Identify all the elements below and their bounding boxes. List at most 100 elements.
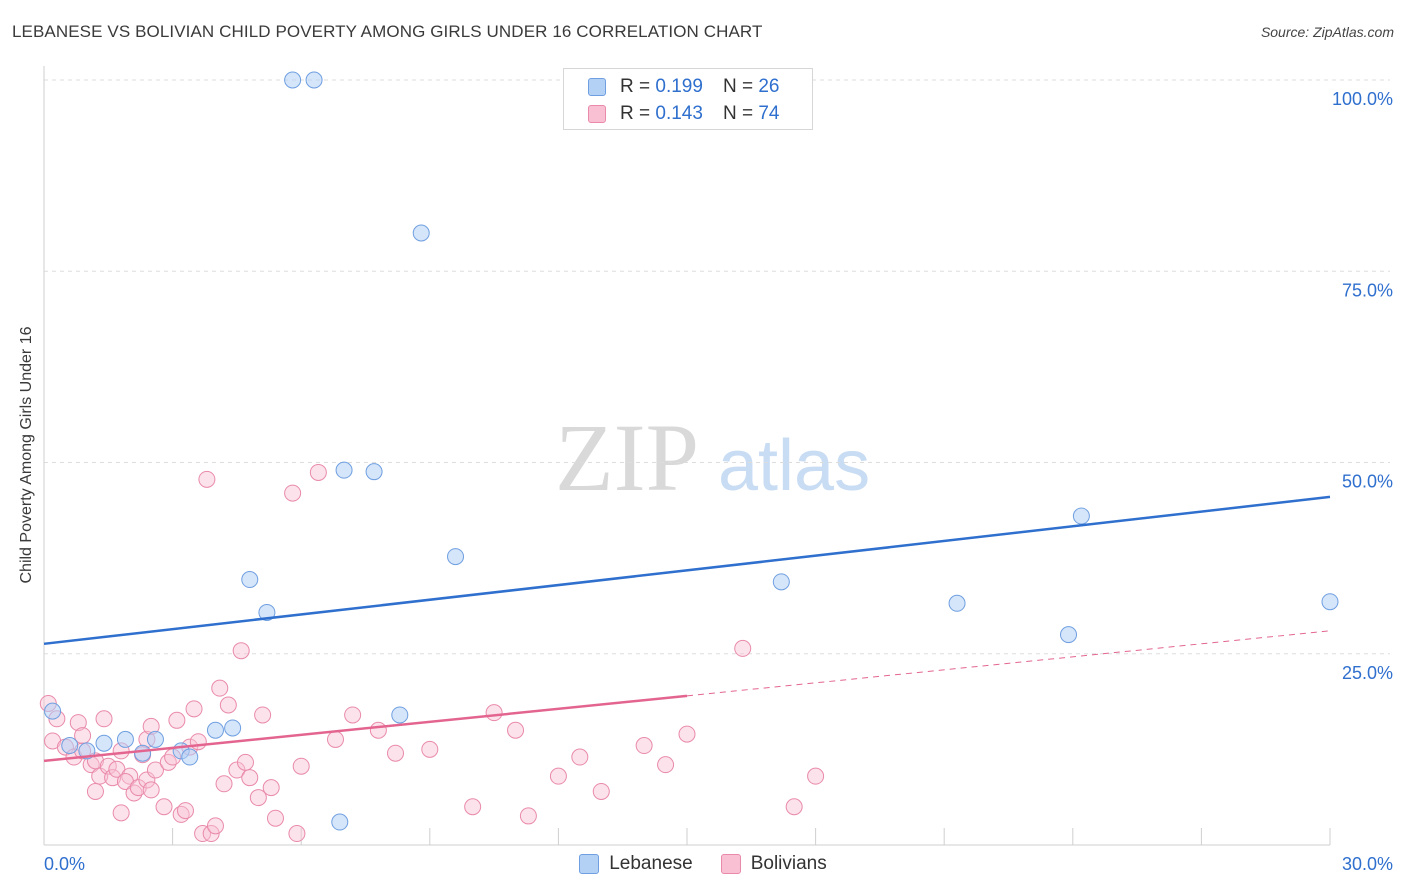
bolivian-swatch <box>588 105 606 123</box>
bolivian-point <box>142 781 160 799</box>
bolivian-point <box>112 804 130 822</box>
bolivian-point <box>206 817 224 835</box>
bolivian-point <box>635 737 653 755</box>
bolivian-point <box>309 463 327 481</box>
lebanese-trendline <box>43 495 1331 646</box>
legend-label-lebanese: Lebanese <box>609 853 693 874</box>
lebanese-point <box>181 748 199 766</box>
lebanese-point <box>146 730 164 748</box>
lebanese-point <box>331 813 349 831</box>
bolivian-point <box>219 696 237 714</box>
bolivian-point <box>194 825 212 843</box>
bolivian-point <box>215 775 233 793</box>
x-tick-label: 0.0% <box>44 854 85 874</box>
lebanese-point <box>224 719 242 737</box>
bolivian-point <box>168 711 186 729</box>
series-legend: Lebanese Bolivians <box>0 850 1406 878</box>
r-label: R = <box>620 76 651 97</box>
lebanese-point <box>772 573 790 591</box>
bolivian-point <box>571 748 589 766</box>
bolivian-point <box>104 769 122 787</box>
bolivian-point <box>189 733 207 751</box>
bolivian-point <box>734 639 752 657</box>
bolivian-point <box>485 704 503 722</box>
lebanese-point <box>44 702 62 720</box>
legend-row-bolivians: R = 0.143 N = 74 <box>588 102 779 126</box>
lebanese-point <box>1060 626 1078 644</box>
n-label: N = <box>722 76 754 97</box>
legend-item-bolivians: Bolivians <box>720 853 827 875</box>
bolivian-point <box>344 706 362 724</box>
y-tick-label: 100.0% <box>1332 89 1393 109</box>
bolivian-point <box>519 807 537 825</box>
bolivian-point <box>249 789 267 807</box>
bolivian-point <box>69 714 87 732</box>
bolivian-point <box>241 769 259 787</box>
bolivian-point <box>146 761 164 779</box>
lebanese-point <box>258 603 276 621</box>
legend-label-bolivians: Bolivians <box>750 853 827 874</box>
r-value: 0.199 <box>655 76 703 97</box>
bolivian-point <box>284 484 302 502</box>
bolivian-point <box>155 798 173 816</box>
lebanese-point <box>241 571 259 589</box>
bolivian-point <box>198 470 216 488</box>
bolivian-point <box>678 725 696 743</box>
bolivian-point <box>807 767 825 785</box>
lebanese-point <box>116 730 134 748</box>
bolivian-point <box>326 730 344 748</box>
lebanese-swatch <box>579 854 600 874</box>
bolivian-trendline <box>43 694 688 763</box>
lebanese-point <box>1072 507 1090 525</box>
lebanese-swatch <box>588 78 606 96</box>
r-value: 0.143 <box>655 103 703 124</box>
bolivian-point <box>592 782 610 800</box>
lebanese-point <box>61 737 79 755</box>
legend-item-lebanese: Lebanese <box>579 853 693 875</box>
watermark-atlas: atlas <box>718 426 870 506</box>
bolivian-point <box>254 706 272 724</box>
legend-row-lebanese: R = 0.199 N = 26 <box>588 75 779 99</box>
bolivian-point <box>464 798 482 816</box>
bolivian-point <box>292 757 310 775</box>
lebanese-point <box>412 224 430 242</box>
bolivian-point <box>288 825 306 843</box>
bolivian-point <box>95 710 113 728</box>
y-tick-label: 25.0% <box>1342 663 1393 683</box>
lebanese-point <box>948 594 966 612</box>
n-value: 74 <box>758 103 780 124</box>
n-value: 26 <box>758 76 780 97</box>
bolivian-point <box>785 798 803 816</box>
bolivian-point <box>86 782 104 800</box>
bolivian-point <box>211 679 229 697</box>
bolivian-point <box>507 721 525 739</box>
bolivian-point <box>185 700 203 718</box>
r-label: R = <box>620 103 651 124</box>
lebanese-point <box>335 461 353 479</box>
x-tick-label: 30.0% <box>1342 854 1393 874</box>
bolivian-point <box>421 740 439 758</box>
lebanese-point <box>391 706 409 724</box>
bolivian-point <box>262 779 280 797</box>
n-label: N = <box>722 103 754 124</box>
lebanese-point <box>206 721 224 739</box>
source-label: Source: ZipAtlas.com <box>1260 24 1394 40</box>
y-tick-label: 75.0% <box>1342 280 1393 300</box>
bolivian-point <box>202 825 220 843</box>
bolivian-swatch <box>720 854 741 874</box>
lebanese-point <box>365 463 383 481</box>
chart-title: LEBANESE VS BOLIVIAN CHILD POVERTY AMONG… <box>12 22 763 41</box>
lebanese-point <box>1321 593 1339 611</box>
bolivian-point <box>232 642 250 660</box>
lebanese-point <box>447 548 465 566</box>
bolivian-point <box>549 767 567 785</box>
bolivian-point <box>387 744 405 762</box>
bolivian-point <box>236 753 254 771</box>
bolivian-trendline-extension <box>686 630 1331 697</box>
lebanese-point <box>134 744 152 762</box>
lebanese-point <box>284 71 302 89</box>
lebanese-point <box>95 734 113 752</box>
bolivian-point <box>138 771 156 789</box>
watermark-zip: ZIP <box>555 404 699 511</box>
